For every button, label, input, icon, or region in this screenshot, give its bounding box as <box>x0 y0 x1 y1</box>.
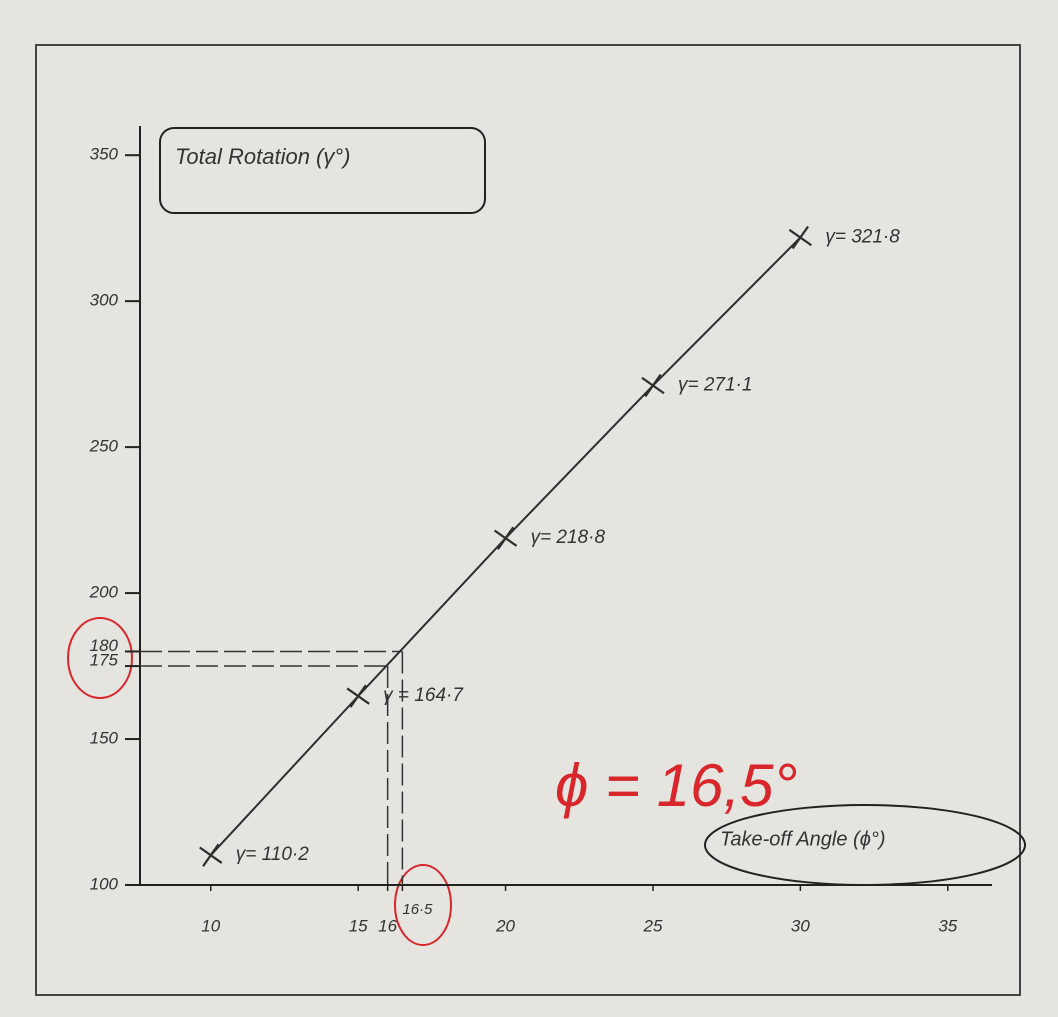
value-label: γ= 110·2 <box>236 844 309 865</box>
data-point <box>788 225 813 250</box>
data-point <box>199 843 223 867</box>
x-tick-label: 10 <box>201 916 220 935</box>
y-label-box <box>159 127 486 214</box>
y-tick-label: 300 <box>90 291 119 310</box>
x-tick-label: 25 <box>643 916 663 935</box>
circle-highlight <box>394 864 452 946</box>
x-axis-label: Take-off Angle (ϕ°) <box>720 828 886 850</box>
y-tick-label: 150 <box>90 729 119 748</box>
handwritten-annotation: ϕ = 16,5° <box>555 752 798 819</box>
y-tick-label: 175 <box>90 651 119 670</box>
y-tick-label: 180 <box>90 636 119 655</box>
y-tick-label: 250 <box>89 437 119 456</box>
x-tick-label: 15 <box>349 916 368 935</box>
value-label: γ= 271·1 <box>678 375 752 396</box>
data-point <box>493 526 518 550</box>
x-tick-label: 20 <box>495 916 515 935</box>
circle-highlight <box>67 617 133 699</box>
value-label: γ = 164·7 <box>383 685 464 706</box>
y-tick-label: 350 <box>90 145 119 164</box>
y-axis-label: Total Rotation (γ°) <box>175 144 351 169</box>
data-point <box>641 373 665 398</box>
x-tick-label: 16·5 <box>402 901 433 918</box>
value-label: γ= 218·8 <box>531 527 606 548</box>
value-label: γ= 321·8 <box>825 227 900 248</box>
x-tick-label: 16 <box>378 916 397 935</box>
data-point <box>346 684 370 708</box>
frame <box>35 44 1021 996</box>
x-tick-label: 30 <box>791 916 810 935</box>
y-tick-label: 100 <box>90 874 119 893</box>
x-tick-label: 35 <box>938 916 957 935</box>
y-tick-label: 200 <box>89 583 119 602</box>
